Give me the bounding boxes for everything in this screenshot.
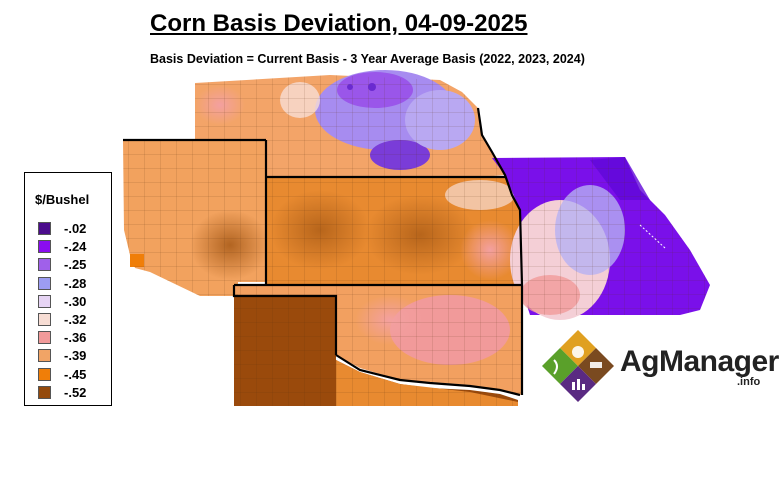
- legend-swatch: [38, 258, 51, 272]
- logo-brand-text: AgManager: [620, 345, 779, 378]
- map-subtitle: Basis Deviation = Current Basis - 3 Year…: [150, 52, 585, 66]
- legend-label: -.02: [64, 221, 87, 236]
- legend-label: -.39: [64, 348, 87, 364]
- legend-swatch: [38, 276, 51, 290]
- legend-label: -.52: [64, 384, 87, 400]
- legend-title: $/Bushel: [35, 192, 90, 207]
- state-borders: [123, 107, 524, 397]
- legend-swatch: [38, 349, 51, 363]
- agmanager-logo: [542, 330, 614, 402]
- legend-swatch: [38, 367, 51, 381]
- legend-label: -.28: [64, 275, 87, 291]
- legend-label: -.36: [64, 330, 87, 346]
- legend-swatch: [38, 240, 51, 254]
- legend-swatch: [38, 331, 51, 345]
- legend-swatch: [38, 385, 51, 399]
- legend-swatch: [38, 313, 51, 326]
- legend-label: -.25: [64, 257, 87, 273]
- legend-label: -.24: [64, 239, 87, 255]
- legend-swatch: [38, 294, 51, 308]
- legend-swatch: [38, 222, 51, 235]
- legend-label: -.45: [64, 366, 87, 382]
- legend-label: -.30: [64, 293, 87, 309]
- legend: $/Bushel -.02 -.24 -.25 -.28 -.30 -.32 -.36 -.3…: [24, 172, 112, 406]
- legend-label: -.32: [64, 312, 87, 327]
- map-title: Corn Basis Deviation, 04-09-2025: [150, 10, 528, 37]
- logo-suffix-text: .info: [737, 376, 761, 388]
